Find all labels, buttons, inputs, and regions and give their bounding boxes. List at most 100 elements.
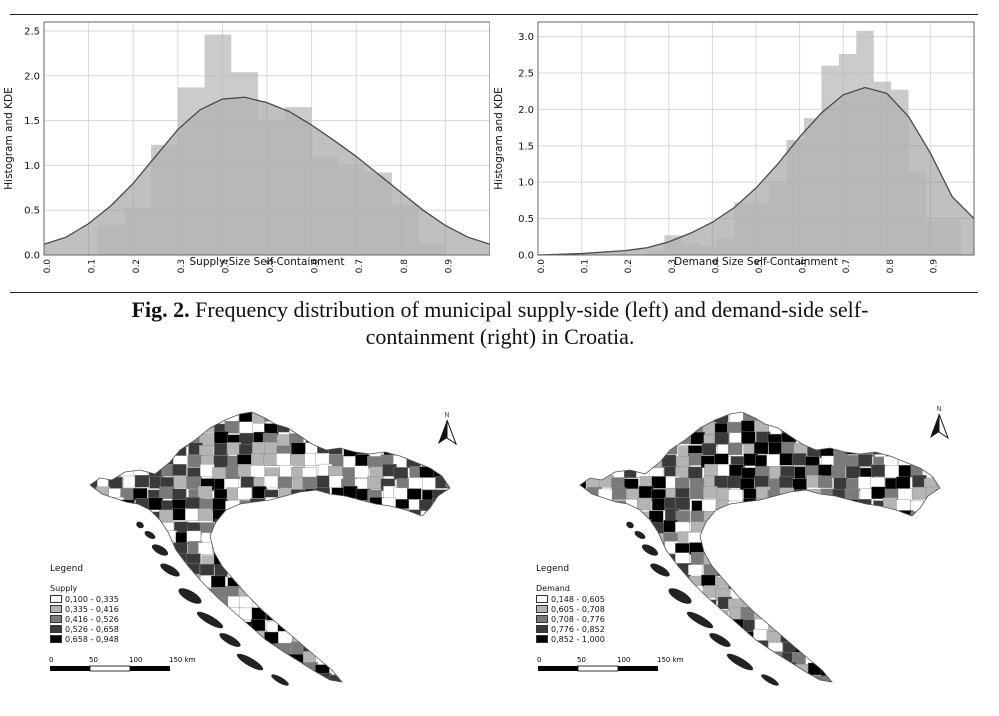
municipality	[580, 498, 586, 512]
municipality	[690, 510, 706, 524]
municipality	[447, 574, 450, 588]
municipality	[432, 640, 447, 654]
municipality	[899, 443, 915, 456]
island	[219, 633, 241, 647]
municipality	[717, 563, 732, 577]
municipality	[290, 453, 305, 467]
municipality	[935, 563, 940, 577]
municipality	[380, 521, 396, 534]
municipality	[135, 631, 151, 644]
municipality	[330, 533, 346, 546]
municipality	[343, 412, 358, 413]
municipality	[290, 532, 305, 545]
municipality	[433, 586, 448, 600]
municipality	[187, 454, 203, 468]
municipality	[791, 453, 807, 466]
municipality	[636, 563, 651, 576]
municipality	[291, 574, 306, 587]
x-tick-label: 0.7	[355, 259, 365, 273]
y-tick-label: 0.5	[518, 214, 534, 225]
municipality	[90, 423, 97, 436]
municipality	[186, 530, 201, 544]
municipality	[728, 543, 743, 557]
municipality	[279, 697, 293, 700]
municipality	[370, 541, 385, 554]
municipality	[843, 455, 859, 468]
municipality	[175, 618, 190, 631]
municipality	[108, 543, 123, 557]
municipality	[460, 588, 474, 600]
municipality	[147, 686, 161, 698]
municipality	[303, 507, 319, 521]
municipality	[846, 586, 862, 599]
municipality	[678, 412, 693, 424]
municipality	[445, 676, 450, 682]
municipality	[419, 412, 434, 424]
municipality	[211, 654, 226, 667]
histogram-bar	[365, 172, 392, 255]
municipality	[435, 696, 449, 700]
municipality	[832, 698, 846, 700]
legend-label: 0,605 - 0,708	[551, 604, 605, 614]
municipality	[807, 610, 823, 623]
municipality	[304, 674, 320, 682]
municipality	[353, 431, 369, 444]
municipality	[936, 521, 940, 534]
municipality	[936, 673, 940, 682]
y-axis-label: Histogram and KDE	[493, 87, 505, 190]
municipality	[121, 444, 136, 457]
municipality	[951, 466, 965, 478]
municipality	[674, 552, 690, 565]
municipality	[651, 497, 667, 511]
municipality	[133, 412, 148, 414]
municipality	[433, 618, 449, 631]
municipality	[714, 543, 729, 556]
municipality	[224, 553, 239, 566]
municipality	[950, 666, 964, 678]
municipality	[72, 400, 86, 410]
municipality	[329, 432, 344, 446]
municipality	[690, 653, 705, 666]
municipality	[357, 687, 371, 699]
municipality	[923, 697, 937, 700]
x-tick-label: 0.9	[444, 259, 454, 274]
municipality	[459, 520, 473, 532]
municipality	[626, 576, 641, 589]
municipality	[394, 620, 410, 634]
municipality	[740, 607, 756, 620]
municipality	[677, 642, 692, 656]
municipality	[251, 607, 267, 620]
municipality	[584, 422, 599, 435]
municipality	[354, 465, 369, 479]
municipality	[598, 520, 613, 534]
municipality	[846, 412, 861, 414]
municipality	[638, 619, 653, 632]
municipality	[97, 500, 113, 513]
municipality	[159, 609, 174, 622]
municipality	[382, 685, 396, 697]
municipality	[317, 684, 331, 696]
municipality	[561, 521, 575, 533]
municipality	[730, 686, 744, 698]
legend-subtitle: Demand	[536, 584, 570, 593]
municipality	[742, 531, 757, 544]
municipality	[858, 531, 873, 544]
municipality	[395, 422, 411, 435]
municipality	[781, 542, 796, 556]
municipality	[185, 609, 200, 622]
municipality	[562, 545, 576, 557]
country-outline	[89, 411, 451, 683]
municipality	[739, 477, 755, 491]
municipality	[120, 630, 136, 643]
municipality	[805, 618, 820, 631]
municipality	[265, 532, 281, 545]
legend-swatch	[536, 615, 548, 623]
municipality	[896, 499, 911, 513]
municipality	[95, 412, 111, 413]
croatia-demand-map-image	[561, 411, 965, 700]
municipality	[832, 412, 848, 414]
municipality	[95, 532, 110, 546]
municipality	[317, 576, 332, 589]
municipality	[845, 518, 860, 532]
municipality	[805, 540, 820, 554]
